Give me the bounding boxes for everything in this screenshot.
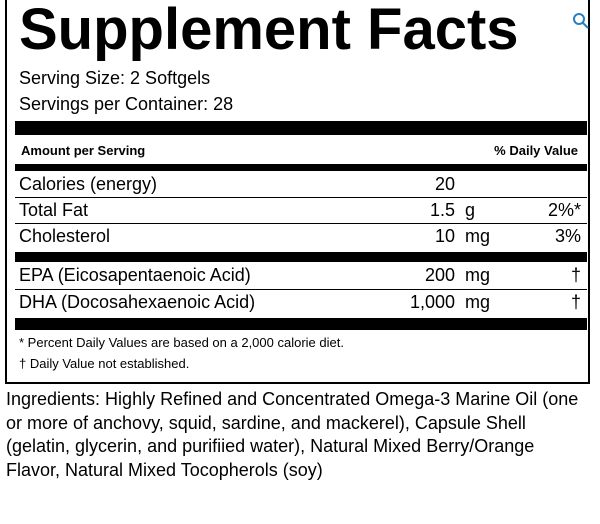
daily-value-header: % Daily Value xyxy=(494,143,578,158)
thick-divider xyxy=(15,318,587,330)
nutrient-amount: 20 xyxy=(434,174,455,194)
row-divider xyxy=(15,223,587,224)
nutrient-name: DHA (Docosahexaenoic Acid) xyxy=(19,292,256,312)
nutrient-name: Total Fat xyxy=(19,200,89,220)
nutrient-dv: 3% xyxy=(554,226,581,246)
nutrient-unit: mg xyxy=(465,292,491,312)
row-divider xyxy=(15,289,587,290)
panel-title: Supplement Facts xyxy=(19,0,519,62)
nutrient-name: Cholesterol xyxy=(19,226,111,246)
nutrient-row: Calories (energy) 20 xyxy=(15,172,587,197)
magnifier-icon[interactable] xyxy=(572,12,590,30)
nutrient-unit: mg xyxy=(465,265,491,285)
footnote-percent-dv: * Percent Daily Values are based on a 2,… xyxy=(19,335,344,350)
nutrient-unit: g xyxy=(465,200,476,220)
serving-size: Serving Size: 2 Softgels xyxy=(19,68,211,88)
nutrient-amount: 10 xyxy=(434,226,455,246)
row-divider xyxy=(15,197,587,198)
nutrient-amount: 1.5 xyxy=(429,200,455,220)
nutrient-name: Calories (energy) xyxy=(19,174,158,194)
nutrient-name: EPA (Eicosapentaenoic Acid) xyxy=(19,265,251,285)
nutrient-row: DHA (Docosahexaenoic Acid) 1,000 mg † xyxy=(15,290,587,315)
nutrient-dv: † xyxy=(570,265,581,285)
medium-divider xyxy=(15,164,587,171)
ingredients-text: Ingredients: Highly Refined and Concentr… xyxy=(6,389,579,480)
nutrient-row: Cholesterol 10 mg 3% xyxy=(15,224,587,249)
thick-divider xyxy=(15,252,587,262)
nutrient-dv: 2%* xyxy=(547,200,581,220)
supplement-facts-panel: Supplement Facts Serving Size: 2 Softgel… xyxy=(5,0,590,384)
nutrient-amount: 1,000 xyxy=(409,292,455,312)
nutrient-row: Total Fat 1.5 g 2%* xyxy=(15,198,587,223)
thick-divider xyxy=(15,121,587,135)
nutrient-row: EPA (Eicosapentaenoic Acid) 200 mg † xyxy=(15,263,587,288)
footnote-dv-not-established: † Daily Value not established. xyxy=(19,356,190,371)
nutrient-dv: † xyxy=(570,292,581,312)
servings-per-container: Servings per Container: 28 xyxy=(19,94,234,114)
nutrient-amount: 200 xyxy=(424,265,455,285)
nutrient-unit: mg xyxy=(465,226,491,246)
amount-per-serving-header: Amount per Serving xyxy=(21,143,146,158)
